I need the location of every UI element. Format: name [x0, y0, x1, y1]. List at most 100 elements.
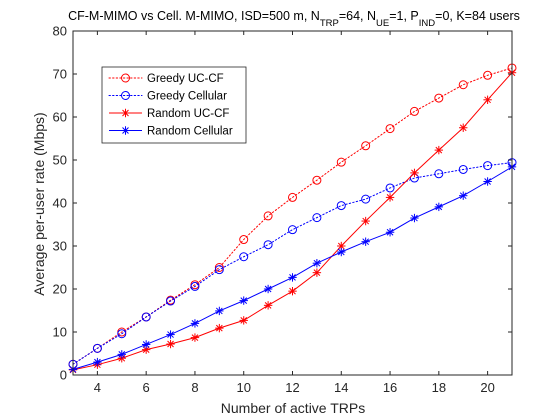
data-point-greedy-uc-cf-18 [434, 93, 444, 103]
series-random-cellular [68, 162, 517, 374]
data-point-greedy-cellular-15 [361, 194, 371, 204]
data-point-greedy-uc-cf-14 [336, 157, 346, 167]
legend-entry-greedy-cellular: Greedy Cellular [108, 91, 227, 103]
data-point-greedy-cellular-20 [483, 161, 493, 171]
legend-marker-greedy-cellular [121, 91, 130, 100]
legend: Greedy UC-CF Greedy Cellular Random UC-CF R… [101, 66, 247, 144]
data-point-random-cellular-5 [117, 350, 126, 359]
data-point-random-cellular-16 [385, 228, 395, 237]
chart-title: CF-M-MIMO vs Cell. M-MIMO, ISD=500 m, NT… [68, 9, 520, 29]
legend-marker-greedy-uc-cf [121, 73, 130, 83]
data-point-greedy-cellular-11 [263, 240, 273, 250]
title-text-eq64: =64, N [339, 9, 376, 23]
data-point-greedy-cellular-18 [434, 169, 444, 179]
data-point-greedy-cellular-16 [385, 183, 395, 193]
legend-label-random-cellular: Random Cellular [147, 126, 233, 138]
data-point-greedy-cellular-19 [458, 164, 468, 174]
data-point-random-cellular-7 [166, 330, 175, 339]
data-point-greedy-cellular-12 [288, 225, 297, 235]
title-subscript-ind: IND [419, 18, 436, 29]
data-point-random-uc-cf-19 [459, 123, 468, 132]
data-point-random-uc-cf-15 [361, 216, 370, 226]
data-point-greedy-uc-cf-20 [483, 70, 493, 80]
x-tick-label-16: 16 [383, 380, 397, 395]
legend-label-greedy-cellular: Greedy Cellular [147, 91, 227, 103]
data-point-greedy-cellular-7 [166, 296, 176, 306]
data-point-random-cellular-12 [288, 273, 297, 282]
data-point-greedy-cellular-9 [214, 265, 224, 275]
title-text-lead: CF-M-MIMO vs Cell. M-MIMO, ISD=500 m, N [68, 9, 320, 23]
data-point-random-uc-cf-18 [434, 145, 444, 155]
data-point-random-uc-cf-13 [312, 268, 322, 277]
data-point-random-uc-cf-11 [263, 301, 273, 310]
data-point-random-uc-cf-16 [385, 193, 395, 202]
data-point-random-uc-cf-17 [410, 168, 419, 178]
y-tick-label-50: 50 [53, 153, 67, 168]
data-point-greedy-uc-cf-16 [385, 124, 395, 134]
x-tick-label-14: 14 [334, 380, 348, 395]
data-point-greedy-cellular-13 [312, 213, 322, 223]
data-point-greedy-uc-cf-12 [288, 192, 297, 202]
x-tick-label-18: 18 [432, 380, 446, 395]
data-point-random-cellular-19 [459, 191, 468, 200]
legend-entry-greedy-uc-cf: Greedy UC-CF [108, 73, 224, 85]
data-point-greedy-cellular-10 [239, 252, 249, 262]
data-point-random-uc-cf-8 [190, 333, 200, 342]
y-tick-label-0: 0 [60, 368, 67, 383]
data-point-random-cellular-4 [93, 357, 102, 367]
y-axis-label: Average per-user rate (Mbps) [31, 112, 47, 295]
x-tick-label-4: 4 [94, 380, 101, 395]
data-point-random-cellular-15 [361, 237, 370, 246]
title-subscript-trp: TRP [320, 18, 339, 29]
x-axis-label: Number of active TRPs [221, 400, 365, 416]
y-tick-label-30: 30 [53, 239, 67, 254]
data-point-random-uc-cf-6 [141, 345, 151, 354]
series-line-greedy-cellular [72, 162, 513, 365]
y-tick-label-80: 80 [53, 24, 67, 39]
data-point-random-uc-cf-12 [288, 286, 297, 296]
data-point-greedy-uc-cf-13 [312, 175, 322, 185]
plot-area: 4 6 8 10 12 14 16 18 20 0 10 20 30 40 50 60 70 80 [53, 24, 517, 395]
data-point-greedy-uc-cf-11 [263, 211, 273, 221]
data-point-random-uc-cf-7 [166, 339, 175, 349]
legend-marker-random-cellular [121, 126, 130, 135]
data-point-random-cellular-6 [141, 340, 151, 349]
data-point-random-cellular-17 [410, 213, 419, 223]
data-point-random-cellular-14 [337, 247, 346, 257]
data-point-random-cellular-8 [190, 319, 200, 328]
data-point-random-uc-cf-20 [483, 95, 492, 104]
y-tick-label-20: 20 [53, 282, 67, 297]
legend-label-greedy-uc-cf: Greedy UC-CF [147, 73, 224, 85]
data-point-greedy-cellular-8 [190, 281, 200, 291]
data-point-random-cellular-9 [215, 306, 224, 316]
data-point-random-cellular-20 [483, 177, 492, 186]
legend-entry-random-uc-cf: Random UC-CF [109, 108, 229, 120]
x-tick-label-8: 8 [191, 380, 198, 395]
title-text-tail: =0, K=84 users [435, 9, 520, 23]
data-point-greedy-cellular-5 [117, 329, 127, 339]
data-point-greedy-uc-cf-10 [239, 235, 249, 245]
data-point-greedy-uc-cf-19 [458, 80, 468, 90]
data-point-random-cellular-11 [263, 284, 273, 294]
y-tick-label-60: 60 [53, 110, 67, 125]
legend-label-random-uc-cf: Random UC-CF [147, 108, 229, 120]
data-point-greedy-cellular-4 [92, 343, 102, 353]
data-point-greedy-uc-cf-15 [361, 141, 371, 151]
title-subscript-ue: UE [376, 18, 389, 29]
data-point-random-cellular-10 [239, 296, 248, 305]
x-tick-label-10: 10 [236, 380, 250, 395]
data-point-random-uc-cf-10 [239, 316, 248, 325]
legend-marker-random-uc-cf [121, 108, 130, 118]
data-point-greedy-cellular-14 [336, 201, 346, 211]
data-point-greedy-uc-cf-17 [409, 106, 419, 116]
x-tick-label-20: 20 [480, 380, 494, 395]
y-tick-label-10: 10 [53, 325, 67, 340]
data-point-greedy-cellular-6 [141, 312, 151, 322]
x-tick-label-12: 12 [285, 380, 299, 395]
y-tick-label-70: 70 [53, 67, 67, 82]
data-point-random-uc-cf-9 [215, 323, 224, 333]
data-point-random-cellular-18 [434, 202, 444, 212]
x-tick-label-6: 6 [143, 380, 150, 395]
title-text-eq1: =1, P [389, 9, 419, 23]
